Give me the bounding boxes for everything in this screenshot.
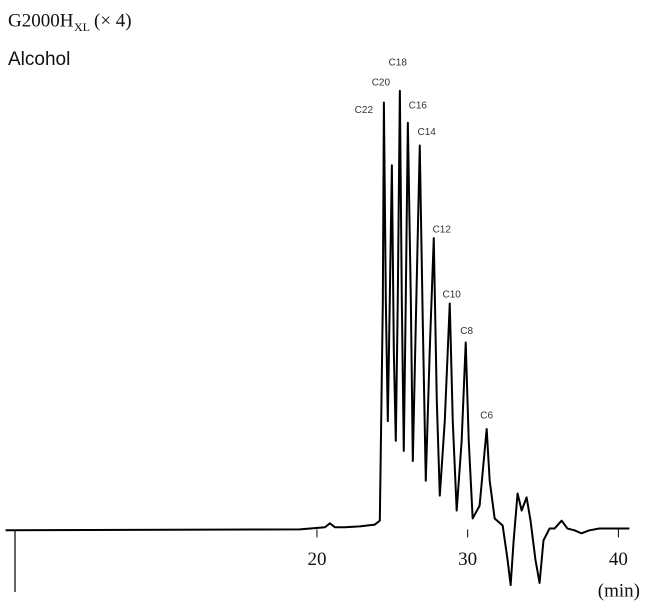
chart-subtitle: Alcohol	[8, 49, 70, 70]
chart-title: G2000H	[8, 10, 74, 31]
x-tick-label: 30	[458, 549, 477, 570]
peak-label: C10	[443, 289, 462, 300]
peak-label: C14	[418, 127, 437, 138]
x-tick-label: 20	[307, 549, 326, 570]
chart-title-subscript: XL	[74, 20, 90, 34]
peak-label: C8	[460, 326, 473, 337]
peak-label: C12	[433, 224, 452, 235]
peak-label: C20	[372, 77, 391, 88]
x-axis-label: (min)	[598, 580, 640, 601]
trace	[5, 89, 630, 587]
x-tick-label: 40	[609, 549, 628, 570]
peak-label: C16	[409, 100, 428, 111]
chart-title-suffix: (× 4)	[94, 10, 132, 31]
peak-label: C18	[389, 58, 408, 69]
peak-label: C6	[480, 410, 493, 421]
peak-label: C22	[355, 105, 374, 116]
